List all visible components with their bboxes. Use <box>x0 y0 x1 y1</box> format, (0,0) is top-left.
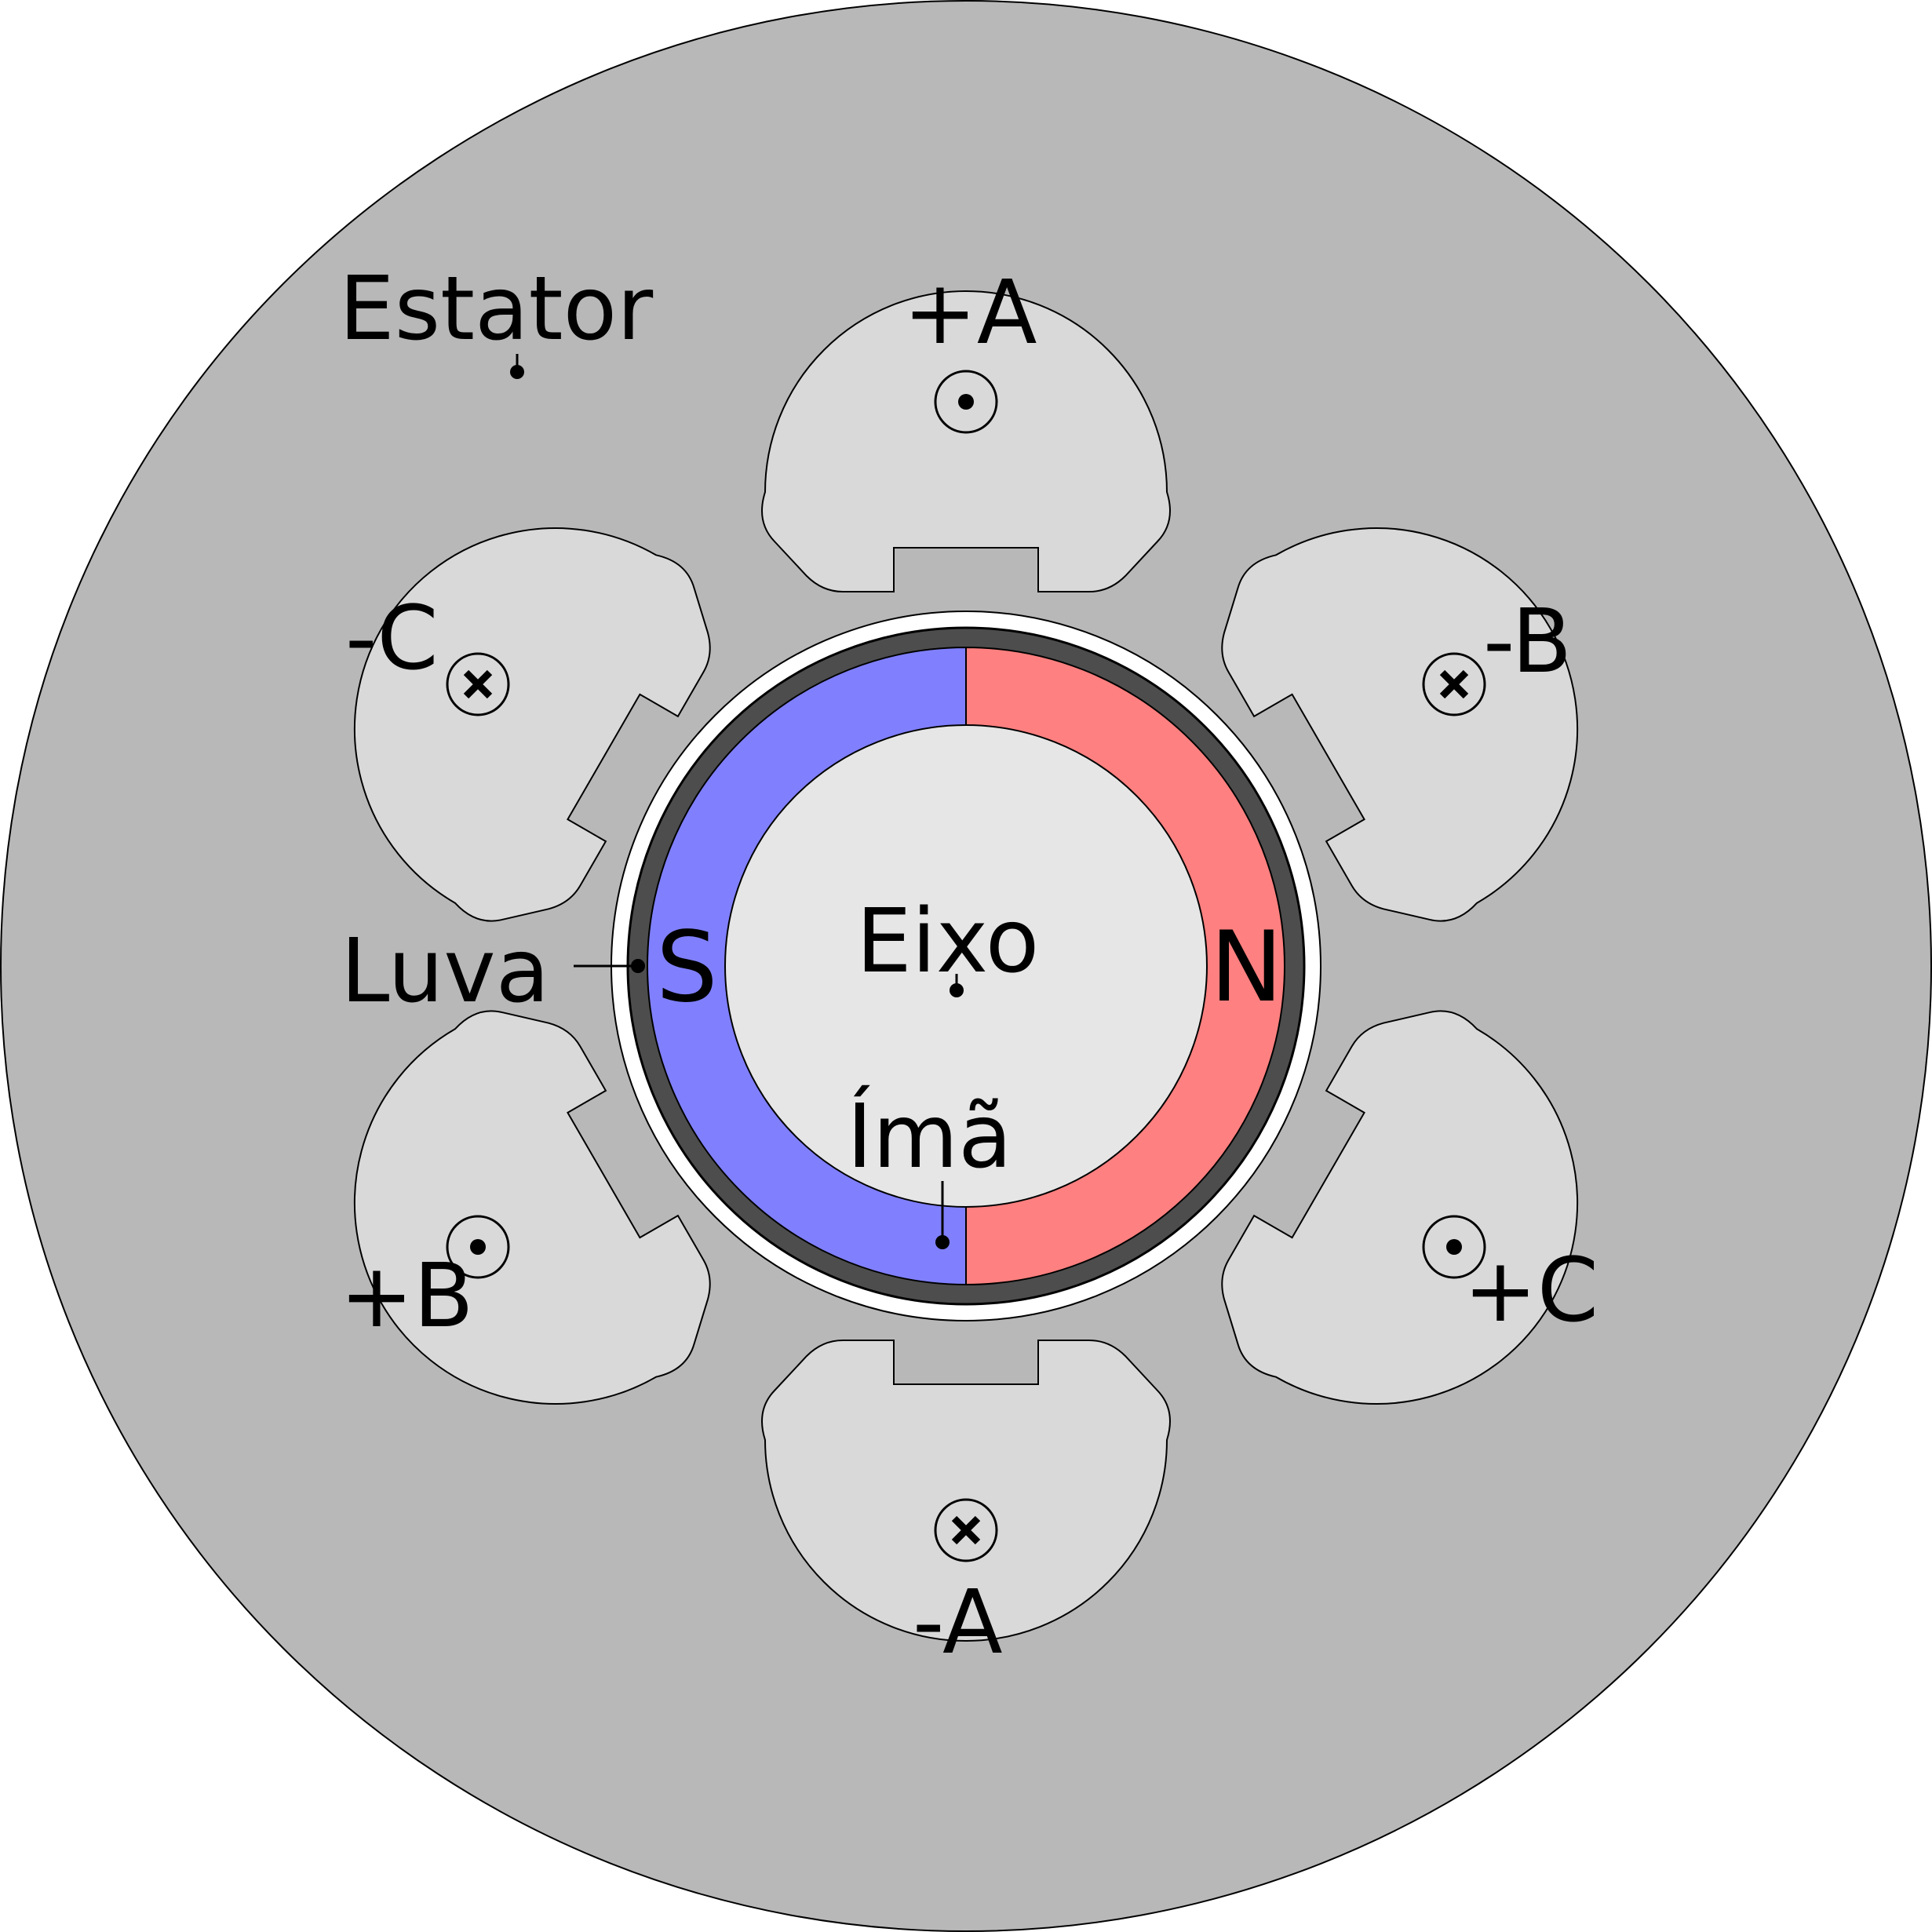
leader-lines <box>510 354 964 1249</box>
coil-label: +B <box>340 1245 474 1347</box>
shaft-label: Eixo <box>856 891 1039 993</box>
shaft <box>724 724 1208 1208</box>
magnet-label: Ímã <box>847 1084 1012 1188</box>
cross-symbol-icon <box>446 652 510 716</box>
coil-label: +C <box>1464 1240 1598 1342</box>
south-pole-label: S <box>656 911 718 1024</box>
north-pole-label: N <box>1210 911 1283 1024</box>
coil-label: +A <box>903 262 1037 364</box>
cross-symbol-icon <box>1422 652 1486 716</box>
dot-symbol-icon <box>1422 1215 1486 1279</box>
coil-label: -C <box>345 588 439 690</box>
coil-label: -B <box>1483 591 1572 693</box>
sleeve-label: Luva <box>341 920 549 1023</box>
current-symbols <box>446 370 1486 1562</box>
dot-symbol-icon <box>446 1215 510 1279</box>
stator-label: Estator <box>339 258 654 360</box>
dot-symbol-icon <box>934 370 998 434</box>
cross-symbol-icon <box>934 1498 998 1562</box>
coil-label: -A <box>913 1572 1003 1674</box>
